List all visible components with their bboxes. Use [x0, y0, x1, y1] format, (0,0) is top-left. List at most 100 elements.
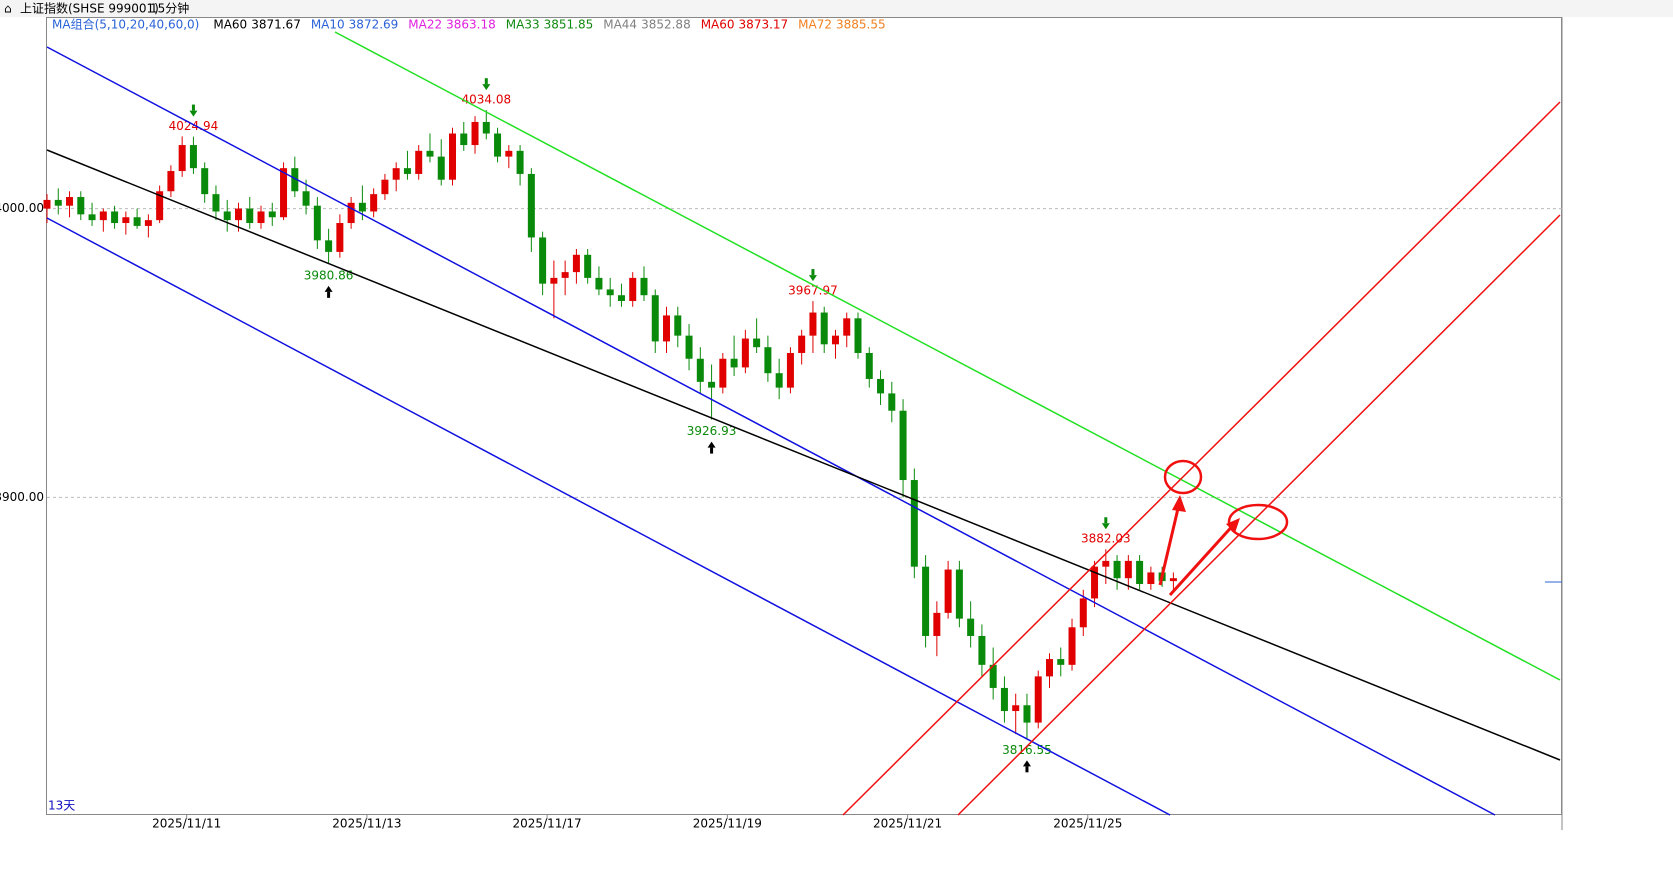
candle-body: [1057, 659, 1065, 665]
candle-body: [1045, 659, 1053, 677]
candle-body: [1012, 705, 1020, 712]
candle-body: [246, 208, 254, 224]
candle-body: [595, 277, 603, 290]
candle-body: [1079, 598, 1087, 628]
x-tick-label: 2025/11/25: [1053, 817, 1122, 831]
candle-body: [899, 410, 907, 481]
channel-line: [842, 101, 1561, 816]
arrow-head: [1172, 495, 1186, 512]
x-tick-label: 2025/11/21: [873, 817, 942, 831]
ma-value: 3871.67: [251, 18, 301, 32]
candle-body: [865, 352, 873, 379]
candle-body: [775, 373, 783, 388]
candle-body: [111, 211, 119, 224]
y-tick-label: 3900.00: [0, 490, 44, 504]
signal-arrow-stem: [191, 104, 195, 111]
candle-body: [336, 223, 344, 252]
arrow: [1158, 499, 1182, 586]
candle-body: [967, 618, 975, 636]
arrow: [1168, 520, 1238, 597]
price-annotation: 3882.03: [1081, 532, 1131, 546]
ma-value: 3872.69: [349, 18, 399, 32]
candle-body: [944, 569, 952, 613]
signal-arrow: [189, 110, 198, 117]
candle-body: [730, 358, 738, 368]
ma-legend: MA组合(5,10,20,40,60,0) MA60 3871.67 MA10 3872…: [52, 17, 886, 32]
channel-line: [46, 217, 1171, 816]
candle-body: [561, 272, 569, 278]
candle-body: [617, 295, 625, 301]
candle-body: [1147, 572, 1155, 584]
candle-body: [933, 612, 941, 636]
candle-body: [1034, 676, 1042, 723]
candle-body: [223, 211, 231, 221]
candle-body: [1091, 566, 1099, 599]
trend-line: [46, 149, 1561, 761]
x-tick-label: 2025/11/11: [152, 817, 221, 831]
candle-body: [629, 277, 637, 301]
signal-arrow: [707, 441, 716, 448]
candle-body: [133, 217, 141, 226]
candle-body: [1102, 560, 1110, 567]
ma-name: MA60: [701, 18, 735, 32]
signal-arrow: [1101, 523, 1110, 530]
candle-body: [708, 381, 716, 388]
candle-body: [280, 168, 288, 218]
x-tick-label: 2025/11/17: [513, 817, 582, 831]
candle-body: [268, 211, 276, 218]
trend-lines: [46, 31, 1561, 816]
highlight-circle: [1227, 503, 1289, 541]
candle-body: [877, 378, 885, 394]
signal-arrow-stem: [1025, 766, 1029, 773]
channel-line: [957, 214, 1561, 816]
candle-body: [764, 347, 772, 374]
candle-body: [550, 277, 558, 284]
candle-body: [392, 168, 400, 180]
candle-body: [989, 664, 997, 688]
candle-body: [685, 335, 693, 359]
candle-body: [1068, 627, 1076, 665]
channel-line: [46, 46, 1496, 816]
candle-body: [257, 211, 265, 224]
candle-body: [978, 635, 986, 665]
candle-body: [482, 121, 490, 134]
candle-body: [122, 217, 130, 224]
candle-body: [167, 171, 175, 192]
candle-body: [854, 318, 862, 353]
y-tick-label: 4000.00: [0, 201, 44, 215]
candle-body: [786, 352, 794, 388]
signal-arrow-stem: [484, 78, 488, 85]
candle-body: [302, 191, 310, 206]
trend-line: [334, 31, 1561, 681]
period[interactable]: 15分钟: [150, 1, 189, 16]
symbol-title[interactable]: 上证指数(SHSE 999001): [20, 1, 159, 16]
price-annotation: 4024.94: [169, 119, 219, 133]
candle-body: [798, 335, 806, 353]
candle-body: [313, 205, 321, 241]
candle-body: [820, 312, 828, 345]
plot-frame: [46, 17, 1562, 815]
candle-body: [99, 211, 107, 221]
candle-body: [719, 358, 727, 388]
candle-body: [381, 179, 389, 195]
candle-body: [527, 173, 535, 238]
menu-icon[interactable]: ⌂: [4, 2, 12, 16]
candle-body: [831, 335, 839, 345]
ma-value: 3863.18: [446, 18, 496, 32]
candle-body: [201, 168, 209, 195]
signal-arrow-stem: [811, 269, 815, 276]
candle-body: [178, 145, 186, 172]
candle-body: [426, 150, 434, 157]
candle-body: [1169, 578, 1177, 582]
ma-value: 3852.88: [641, 18, 691, 32]
candle-body: [234, 208, 242, 221]
x-tick-label: 2025/11/13: [332, 817, 401, 831]
candle-body: [1136, 560, 1144, 584]
candle-body: [1124, 560, 1132, 579]
candle-body: [449, 133, 457, 180]
candle-body: [189, 145, 197, 169]
ma-name: MA44: [603, 18, 637, 32]
candle-body: [291, 168, 299, 192]
price-annotation: 3926.93: [687, 424, 737, 438]
